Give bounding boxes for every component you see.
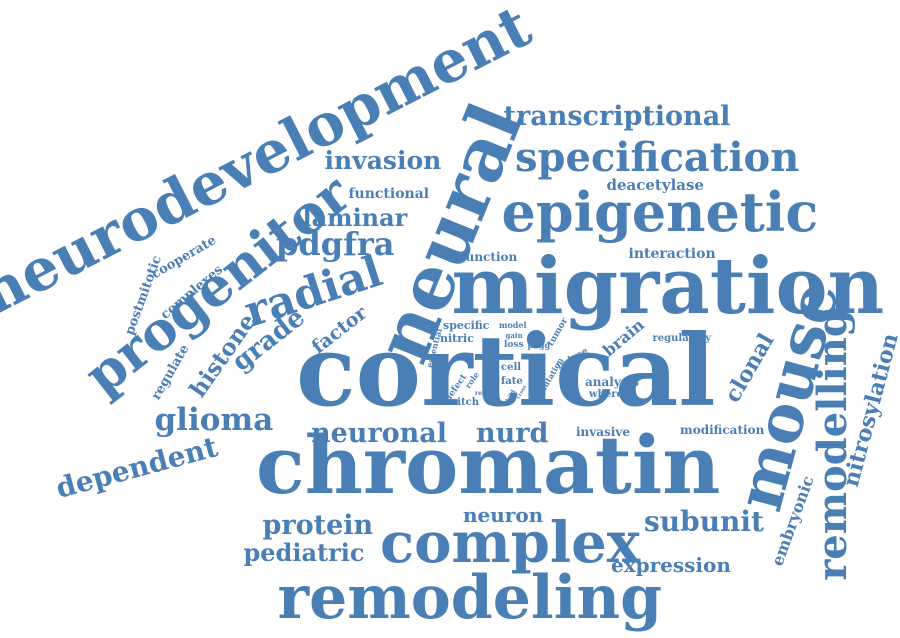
cloud-word-complex: complex — [380, 510, 641, 576]
cloud-word-function: function — [460, 250, 518, 264]
cloud-word-neuron: neuron — [463, 503, 544, 527]
cloud-word-functional: functional — [348, 186, 430, 202]
cloud-word-cortical: cortical — [296, 314, 716, 429]
cloud-word-protein: protein — [262, 509, 374, 541]
cloud-word-switch: switch — [443, 397, 480, 408]
cloud-word-phgg: phgg — [527, 340, 551, 350]
cloud-word-glioma: glioma — [154, 401, 274, 438]
cloud-word-whereas: whereas — [589, 389, 635, 400]
cloud-word-loss: loss — [504, 339, 524, 350]
cloud-word-modification: modification — [680, 423, 765, 437]
cloud-word-analysis: analysis — [585, 375, 639, 389]
cloud-word-specific: specific — [443, 318, 490, 332]
cloud-word-epigenetic: epigenetic — [501, 180, 819, 244]
cloud-word-regulatory: regulatory — [652, 333, 712, 344]
cloud-word-model: model — [499, 320, 527, 330]
cloud-word-neuronal: neuronal — [311, 417, 448, 449]
cloud-word-laminar: laminar — [302, 203, 408, 232]
cloud-word-pdgfra: pdgfra — [276, 225, 395, 263]
cloud-word-remodeling: remodeling — [277, 563, 663, 633]
cloud-word-chromatin: chromatin — [256, 418, 721, 512]
cloud-word-expression: expression — [611, 553, 731, 577]
cloud-word-subunit: subunit — [644, 505, 764, 538]
cloud-word-invasive: invasive — [576, 425, 630, 439]
cloud-word-specification: specification — [515, 134, 800, 181]
cloud-word-migration: migration — [451, 241, 885, 332]
cloud-word-deacetylase: deacetylase — [606, 175, 704, 194]
cloud-word-result: result — [475, 390, 495, 397]
cloud-word-fate: fate — [501, 376, 523, 387]
cloud-word-gain: gain — [505, 330, 523, 340]
cloud-word-invasion: invasion — [324, 145, 442, 175]
cloud-word-pediatric: pediatric — [243, 538, 365, 567]
cloud-word-interaction: interaction — [628, 246, 716, 262]
cloud-word-dependent: dependent — [52, 430, 222, 505]
cloud-word-cell: cell — [501, 362, 522, 373]
cloud-word-nurd: nurd — [476, 417, 549, 449]
cloud-word-transcriptional: transcriptional — [503, 100, 731, 132]
cloud-word-nitric: nitric — [440, 331, 474, 345]
